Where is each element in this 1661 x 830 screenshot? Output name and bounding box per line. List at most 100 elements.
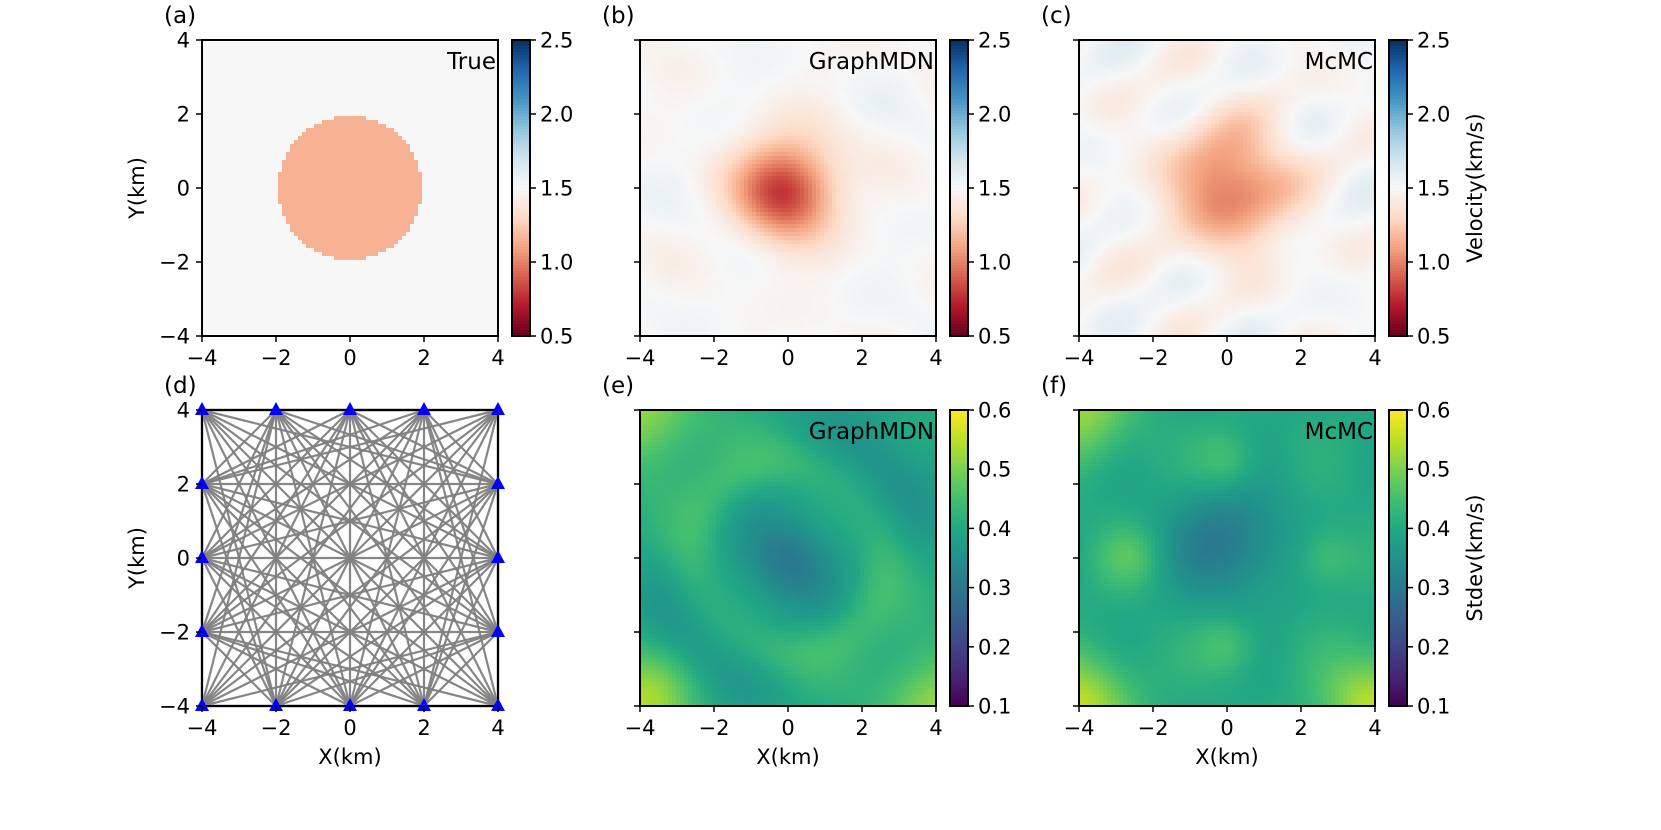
heatmap-cell (254, 92, 259, 97)
heatmap-cell (330, 80, 335, 85)
heatmap-cell (382, 100, 387, 105)
heatmap-cell (230, 92, 235, 97)
heatmap-cell (378, 48, 383, 53)
heatmap-cell (414, 84, 419, 89)
heatmap-cell (490, 104, 495, 109)
heatmap-cell (438, 60, 443, 65)
heatmap-cell (258, 104, 263, 109)
heatmap-cell (282, 48, 287, 53)
heatmap-cell (314, 48, 319, 53)
heatmap-cell (306, 84, 311, 89)
heatmap-cell (242, 68, 247, 73)
heatmap-cell (358, 84, 363, 89)
heatmap-cell (318, 72, 323, 77)
heatmap-cell (390, 48, 395, 53)
heatmap-cell (434, 64, 439, 69)
heatmap-cell (386, 80, 391, 85)
heatmap-cell (262, 100, 267, 105)
heatmap-cell (234, 48, 239, 53)
heatmap-cell (394, 52, 399, 57)
heatmap-cell (226, 68, 231, 73)
heatmap-cell (298, 100, 303, 105)
heatmap-cell (286, 84, 291, 89)
heatmap-cell (242, 56, 247, 61)
heatmap-cell (222, 80, 227, 85)
heatmap-cell (210, 68, 215, 73)
heatmap-cell (446, 44, 451, 49)
heatmap-cell (378, 84, 383, 89)
heatmap-cell (470, 88, 475, 93)
heatmap-cell (390, 64, 395, 69)
heatmap-cell (386, 60, 391, 65)
heatmap-cell (298, 92, 303, 97)
heatmap-cell (254, 80, 259, 85)
heatmap-cell (430, 64, 435, 69)
heatmap-cell (206, 108, 211, 113)
heatmap-cell (334, 76, 339, 81)
heatmap-cell (406, 68, 411, 73)
heatmap-cell (418, 92, 423, 97)
heatmap-cell (262, 48, 267, 53)
heatmap-cell (270, 96, 275, 101)
heatmap-cell (398, 52, 403, 57)
heatmap-cell (318, 52, 323, 57)
heatmap-cell (362, 44, 367, 49)
heatmap-cell (210, 56, 215, 61)
heatmap-cell (322, 60, 327, 65)
heatmap-cell (258, 56, 263, 61)
heatmap-cell (302, 44, 307, 49)
heatmap-cell (226, 96, 231, 101)
heatmap-cell (442, 80, 447, 85)
heatmap-cell (302, 88, 307, 93)
heatmap-cell (222, 64, 227, 69)
heatmap-cell (242, 104, 247, 109)
heatmap-cell (418, 60, 423, 65)
heatmap-cell (354, 96, 359, 101)
heatmap-cell (478, 76, 483, 81)
heatmap-cell (298, 60, 303, 65)
heatmap-cell (306, 72, 311, 77)
heatmap-cell (478, 96, 483, 101)
heatmap-cell (310, 72, 315, 77)
heatmap-cell (274, 96, 279, 101)
heatmap-cell (414, 80, 419, 85)
heatmap-cell (442, 104, 447, 109)
heatmap-cell (378, 96, 383, 101)
heatmap-cell (310, 84, 315, 89)
heatmap-cell (334, 84, 339, 89)
heatmap-cell (254, 60, 259, 65)
heatmap-cell (258, 44, 263, 49)
heatmap-cell (210, 104, 215, 109)
heatmap-cell (302, 84, 307, 89)
heatmap-cell (302, 60, 307, 65)
heatmap-cell (306, 80, 311, 85)
heatmap-cell (430, 96, 435, 101)
heatmap-cell (434, 56, 439, 61)
heatmap-cell (338, 108, 343, 113)
heatmap-cell (378, 60, 383, 65)
heatmap-cell (282, 92, 287, 97)
heatmap-cell (210, 108, 215, 113)
heatmap-cell (330, 60, 335, 65)
heatmap-cell (474, 92, 479, 97)
heatmap-cell (258, 92, 263, 97)
heatmap-cell (278, 88, 283, 93)
heatmap-cell (334, 88, 339, 93)
heatmap-cell (398, 104, 403, 109)
heatmap-cell (238, 72, 243, 77)
heatmap-cell (290, 108, 295, 113)
heatmap-cell (342, 64, 347, 69)
heatmap-cell (338, 100, 343, 105)
heatmap-cell (398, 60, 403, 65)
heatmap-cell (310, 100, 315, 105)
heatmap-cell (206, 92, 211, 97)
heatmap-cell (342, 72, 347, 77)
heatmap-cell (250, 52, 255, 57)
heatmap-cell (334, 92, 339, 97)
heatmap-cell (266, 88, 271, 93)
heatmap-cell (382, 84, 387, 89)
heatmap-cell (378, 80, 383, 85)
heatmap-cell (382, 76, 387, 81)
heatmap-cell (398, 92, 403, 97)
heatmap-cell (390, 84, 395, 89)
